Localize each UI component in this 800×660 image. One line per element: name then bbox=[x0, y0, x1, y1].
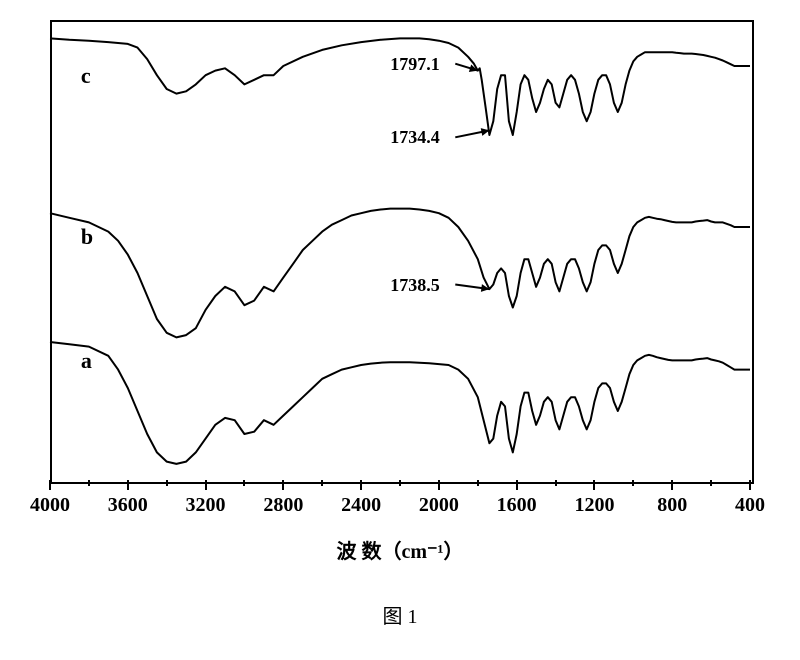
peak-label: 1734.4 bbox=[390, 127, 440, 148]
x-tick-label: 1600 bbox=[497, 494, 537, 517]
x-tick-label: 2400 bbox=[341, 494, 381, 517]
x-tick-label: 4000 bbox=[30, 494, 70, 517]
series-label-b: b bbox=[81, 224, 93, 250]
x-tick-label: 3600 bbox=[108, 494, 148, 517]
figure-caption: 图 1 bbox=[383, 600, 418, 629]
series-label-c: c bbox=[81, 63, 91, 89]
x-tick-label: 2800 bbox=[263, 494, 303, 517]
x-tick-major bbox=[516, 480, 518, 490]
x-tick-minor bbox=[166, 480, 168, 486]
x-tick-major bbox=[127, 480, 129, 490]
x-tick-label: 1200 bbox=[574, 494, 614, 517]
x-tick-major bbox=[49, 480, 51, 490]
peak-label: 1738.5 bbox=[390, 275, 440, 296]
x-tick-major bbox=[360, 480, 362, 490]
series-label-a: a bbox=[81, 348, 92, 374]
x-tick-major bbox=[593, 480, 595, 490]
x-axis-title: 波 数（cm⁻¹） bbox=[336, 535, 463, 564]
x-tick-major bbox=[205, 480, 207, 490]
x-tick-minor bbox=[632, 480, 634, 486]
x-tick-minor bbox=[88, 480, 90, 486]
x-tick-minor bbox=[243, 480, 245, 486]
x-tick-major bbox=[282, 480, 284, 490]
x-tick-label: 2000 bbox=[419, 494, 459, 517]
plot-area bbox=[50, 20, 754, 484]
x-tick-minor bbox=[477, 480, 479, 486]
figure-container: 4000 3600 3200 2800 2400 2000 1600 1200 800 400 波… bbox=[0, 0, 800, 660]
x-tick-major bbox=[438, 480, 440, 490]
x-tick-label: 3200 bbox=[186, 494, 226, 517]
x-tick-minor bbox=[710, 480, 712, 486]
x-tick-label: 400 bbox=[735, 494, 765, 517]
x-tick-major bbox=[749, 480, 751, 490]
x-tick-minor bbox=[399, 480, 401, 486]
x-tick-label: 800 bbox=[657, 494, 687, 517]
x-tick-minor bbox=[555, 480, 557, 486]
peak-label: 1797.1 bbox=[390, 54, 440, 75]
x-tick-major bbox=[671, 480, 673, 490]
x-tick-minor bbox=[321, 480, 323, 486]
